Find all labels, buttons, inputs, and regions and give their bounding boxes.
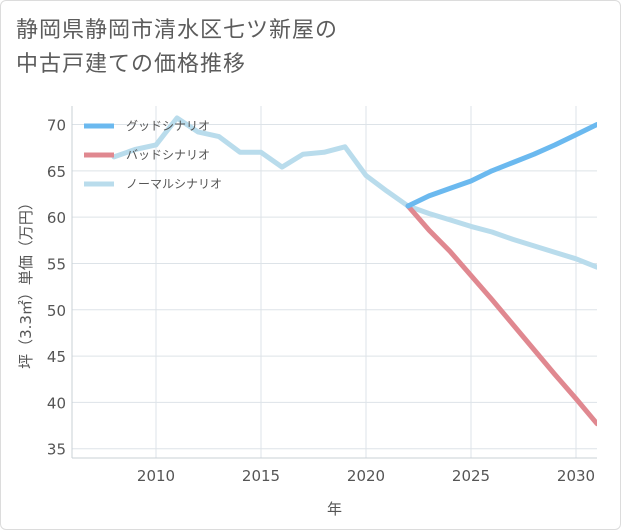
y-axis-label: 坪（3.3㎡）単価（万円） [17, 195, 35, 369]
y-tick-label: 55 [47, 255, 66, 273]
x-tick-label: 2020 [347, 467, 385, 485]
y-tick-label: 45 [47, 348, 66, 366]
y-tick-label: 50 [47, 302, 66, 320]
chart-title-line-1: 静岡県静岡市清水区七ツ新屋の [16, 18, 339, 43]
x-tick-label: 2025 [452, 467, 490, 485]
series-line-2 [111, 115, 597, 270]
chart-title-line-2: 中古戸建ての価格推移 [16, 52, 247, 77]
axes [71, 106, 597, 459]
x-tick-label: 2010 [137, 467, 175, 485]
series-line-1 [405, 203, 597, 427]
y-tick-label: 40 [47, 394, 66, 412]
chart-title: 静岡県静岡市清水区七ツ新屋の 中古戸建ての価格推移 [16, 14, 576, 82]
y-tick-label: 60 [47, 209, 66, 227]
y-tick-label: 35 [47, 441, 66, 459]
series-line-0 [405, 122, 597, 209]
y-tick-label: 65 [47, 163, 66, 181]
legend-label-0: グッドシナリオ [126, 119, 210, 133]
tick-labels: 35 40 45 50 55 60 65 70 2010 2015 2020 2025 2030 [47, 117, 595, 485]
y-tick-label: 70 [47, 117, 66, 135]
x-tick-label: 2030 [557, 467, 595, 485]
legend-label-2: ノーマルシナリオ [126, 177, 222, 191]
legend-label-1: バッドシナリオ [126, 148, 210, 162]
x-tick-label: 2015 [242, 467, 280, 485]
series-layer [111, 115, 597, 427]
grid [72, 106, 597, 458]
x-axis-label: 年 [327, 500, 342, 518]
